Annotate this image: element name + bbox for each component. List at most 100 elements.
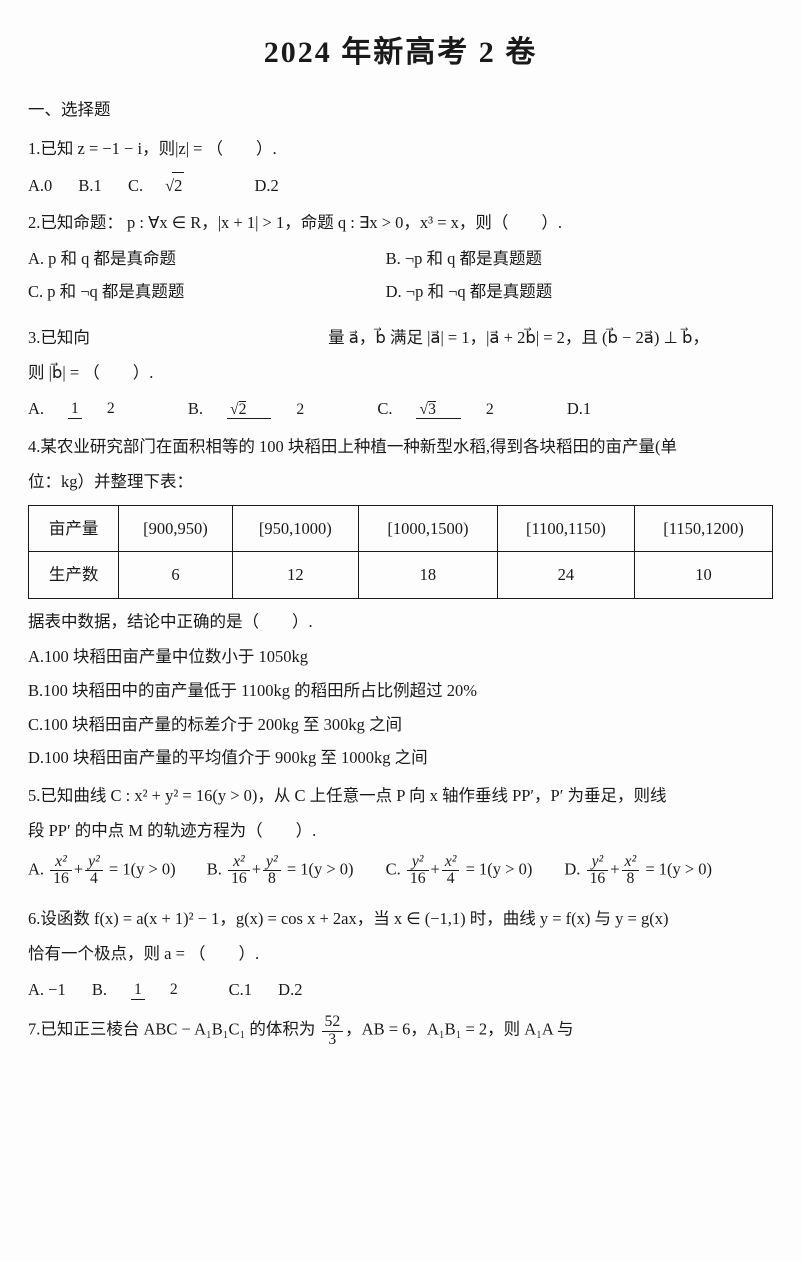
q5c-t2n: x²	[442, 854, 460, 871]
q6b-den: 2	[167, 982, 181, 998]
question-3: 3.已知向 量 a⃗，b⃗ 满足 |a⃗| = 1，|a⃗ + 2b⃗| = 2…	[28, 325, 773, 422]
q5c-t1d: 16	[407, 871, 429, 887]
q4-opt-c: C.100 块稻田亩产量的标差介于 200kg 至 300kg 之间	[28, 712, 773, 738]
q5a-t2d: 4	[85, 871, 103, 887]
th-3: [1000,1500)	[358, 505, 497, 552]
q3-b-den: 2	[293, 402, 307, 418]
q5d-t2n: x²	[622, 854, 640, 871]
q1-c-radicand: 2	[172, 172, 184, 199]
td-2: 18	[358, 552, 497, 599]
q1-opt-b: B.1	[78, 173, 101, 199]
q3-line1: 3.已知向 量 a⃗，b⃗ 满足 |a⃗| = 1，|a⃗ + 2b⃗| = 2…	[28, 325, 773, 351]
q3-line1b: 量 a⃗，b⃗ 满足 |a⃗| = 1，|a⃗ + 2b⃗| = 2，且 (b⃗…	[328, 328, 709, 347]
q5b-pre: B.	[207, 859, 222, 878]
q5b-t1d: 16	[228, 871, 250, 887]
q6-opt-d: D.2	[278, 977, 302, 1003]
q3-a-den: 2	[104, 401, 118, 417]
q5c-pre: C.	[386, 859, 401, 878]
q3-line2: 则 |b⃗| = （ ）.	[28, 360, 773, 386]
q4-table: 亩产量 [900,950) [950,1000) [1000,1500) [11…	[28, 505, 773, 599]
q1-opt-d: D.2	[255, 173, 279, 199]
th-5: [1150,1200)	[634, 505, 772, 552]
th-4: [1100,1150)	[497, 505, 634, 552]
q2-opt-b: B. ¬p 和 q 都是真题题	[386, 246, 744, 272]
page-title: 2024 年新高考 2 卷	[28, 30, 773, 77]
q3-b-rad: 2	[239, 401, 247, 418]
q5-opt-b: B. x²16+y²8 = 1(y > 0)	[207, 854, 386, 888]
q1-text: 1.已知 z = −1 − i，则|z| = （ ）.	[28, 136, 773, 162]
q5-options: A. x²16+y²4 = 1(y > 0) B. x²16+y²8 = 1(y…	[28, 854, 773, 894]
q5d-tail: = 1(y > 0)	[645, 859, 712, 878]
q5c-t1n: y²	[407, 854, 429, 871]
question-6: 6.设函数 f(x) = a(x + 1)² − 1，g(x) = cos x …	[28, 906, 773, 1003]
question-4: 4.某农业研究部门在面积相等的 100 块稻田上种植一种新型水稻,得到各块稻田的…	[28, 434, 773, 771]
q5b-tail: = 1(y > 0)	[287, 859, 354, 878]
q5d-t1d: 16	[587, 871, 609, 887]
q7-frac-den: 3	[322, 1032, 344, 1048]
q2-opt-c: C. p 和 ¬q 都是真题题	[28, 279, 386, 305]
q5a-t1n: x²	[50, 854, 72, 871]
q3-opt-a: A. 1 2	[28, 396, 162, 422]
q3-b-pre: B.	[188, 396, 203, 422]
q4-opt-d: D.100 块稻田亩产量的平均值介于 900kg 至 1000kg 之间	[28, 745, 773, 771]
th-2: [950,1000)	[232, 505, 358, 552]
q1-options: A.0 B.1 C.√2 D.2	[28, 172, 773, 199]
q5d-pre: D.	[564, 859, 580, 878]
q7-frac-num: 52	[322, 1014, 344, 1031]
td-3: 24	[497, 552, 634, 599]
q5d-t1n: y²	[587, 854, 609, 871]
q5c-tail: = 1(y > 0)	[466, 859, 533, 878]
q5a-pre: A.	[28, 859, 44, 878]
question-7: 7.已知正三棱台 ABC − A₁B₁C₁ 的体积为 523，AB = 6，A₁…	[28, 1014, 773, 1048]
q7-text-a: 7.已知正三棱台 ABC − A₁B₁C₁ 的体积为	[28, 1020, 320, 1039]
q7-line1: 7.已知正三棱台 ABC − A₁B₁C₁ 的体积为 523，AB = 6，A₁…	[28, 1014, 773, 1048]
q2-options: A. p 和 q 都是真命题 B. ¬p 和 q 都是真题题 C. p 和 ¬q…	[28, 246, 773, 313]
q6-opt-c: C.1	[229, 977, 252, 1003]
q3-c-pre: C.	[377, 396, 392, 422]
q1-opt-a: A.0	[28, 173, 52, 199]
q1-c-prefix: C.	[128, 173, 143, 199]
q6-opt-b: B.12	[92, 977, 225, 1003]
question-2: 2.已知命题： p : ∀x ∈ R，|x + 1| > 1，命题 q : ∃x…	[28, 210, 773, 313]
q3-opt-c: C.√32	[377, 396, 540, 422]
q5a-t1d: 16	[50, 871, 72, 887]
question-1: 1.已知 z = −1 − i，则|z| = （ ）. A.0 B.1 C.√2…	[28, 136, 773, 198]
q5b-t2n: y²	[263, 854, 281, 871]
q6-line2: 恰有一个极点，则 a = （ ）.	[28, 941, 773, 967]
q3-c-rad: 3	[428, 401, 436, 418]
q6-options: A. −1 B.12 C.1 D.2	[28, 977, 773, 1003]
q4-line2: 位：kg）并整理下表：	[28, 469, 773, 495]
section-heading: 一、选择题	[28, 97, 773, 123]
td-0: 6	[119, 552, 233, 599]
q7-text-b: ，AB = 6，A₁B₁ = 2，则 A₁A 与	[345, 1020, 573, 1039]
q5-opt-d: D. y²16+x²8 = 1(y > 0)	[564, 854, 743, 888]
q3-opt-d: D.1	[567, 396, 591, 422]
q5-line2: 段 PP′ 的中点 M 的轨迹方程为（ ）.	[28, 818, 773, 844]
q5-line1: 5.已知曲线 C : x² + y² = 16(y > 0)，从 C 上任意一点…	[28, 783, 773, 809]
td-label: 生产数	[29, 552, 119, 599]
td-1: 12	[232, 552, 358, 599]
th-0: 亩产量	[29, 505, 119, 552]
q5a-tail: = 1(y > 0)	[109, 859, 176, 878]
q3-line1a: 3.已知向	[28, 328, 90, 347]
q5b-t2d: 8	[263, 871, 281, 887]
td-4: 10	[634, 552, 772, 599]
q3-a-pre: A.	[28, 396, 44, 422]
q1-opt-c: C.√2	[128, 172, 228, 199]
q3-opt-b: B.√22	[188, 396, 351, 422]
q4-options: A.100 块稻田亩产量中位数小于 1050kg B.100 块稻田中的亩产量低…	[28, 644, 773, 770]
q4-opt-a: A.100 块稻田亩产量中位数小于 1050kg	[28, 644, 773, 670]
q5d-t2d: 8	[622, 871, 640, 887]
q2-text: 2.已知命题： p : ∀x ∈ R，|x + 1| > 1，命题 q : ∃x…	[28, 210, 773, 236]
q5-opt-c: C. y²16+x²4 = 1(y > 0)	[386, 854, 565, 888]
q6-opt-a: A. −1	[28, 977, 66, 1003]
q4-opt-b: B.100 块稻田中的亩产量低于 1100kg 的稻田所占比例超过 20%	[28, 678, 773, 704]
q5c-t2d: 4	[442, 871, 460, 887]
q6b-pre: B.	[92, 977, 107, 1003]
q5b-t1n: x²	[228, 854, 250, 871]
q4-line3: 据表中数据，结论中正确的是（ ）.	[28, 609, 773, 635]
q3-c-den: 2	[483, 402, 497, 418]
q2-opt-a: A. p 和 q 都是真命题	[28, 246, 386, 272]
q3-a-num: 1	[68, 401, 82, 418]
q5-opt-a: A. x²16+y²4 = 1(y > 0)	[28, 854, 207, 888]
